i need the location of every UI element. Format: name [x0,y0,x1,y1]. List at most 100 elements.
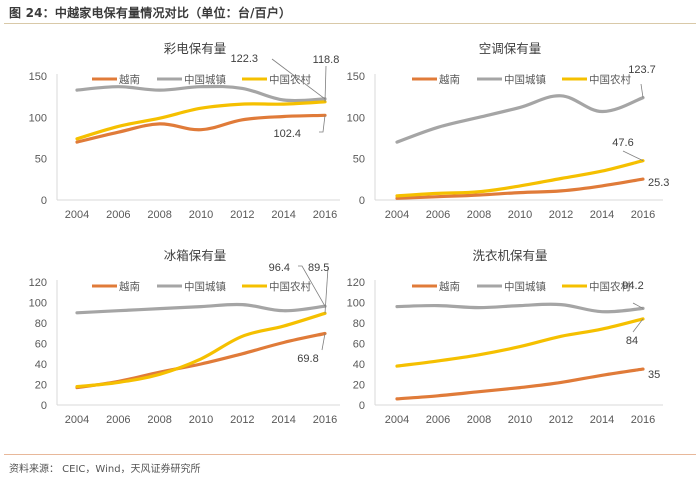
data-label: 122.3 [230,53,258,65]
label-leader-line [622,150,644,162]
legend-item: 中国农村 [562,280,631,293]
y-tick-label: 50 [35,154,47,166]
x-tick-label: 2010 [189,209,213,221]
legend-item: 越南 [92,280,140,293]
x-tick-label: 2016 [631,414,655,426]
series-line-vietnam [395,367,645,401]
y-tick-label: 0 [359,195,365,207]
source-note: 资料来源： CEIC，Wind，天风证券研究所 [9,464,201,475]
data-label: 123.7 [628,64,656,76]
x-tick-label: 2004 [65,414,89,426]
label-leader-line [321,333,326,351]
x-tick-label: 2004 [385,209,409,221]
y-tick-label: 100 [347,298,365,310]
label-leader-line [632,318,644,333]
legend-label: 越南 [119,73,140,86]
legend-item: 中国农村 [242,280,311,293]
y-tick-label: 120 [29,277,47,289]
legend-label: 中国城镇 [504,73,546,86]
x-tick-label: 2008 [147,414,171,426]
chart-panel-2: 空调保有量 0 50 100 150 2004 2006 2008 2010 2012 2014 20… [347,41,670,221]
x-tick-label: 2010 [508,414,532,426]
y-tick-label: 0 [359,400,365,412]
chart-panel-4: 洗衣机保有量 0 20 40 60 80 100 120 2004 2006 2008 2010 201… [347,248,663,426]
y-tick-label: 100 [347,112,365,124]
series-line-vietnam [395,177,645,200]
x-tick-label: 2008 [147,209,171,221]
data-label: 84 [626,335,638,347]
label-leader-line [632,302,644,309]
y-tick-label: 40 [35,359,47,371]
figure-title: 图 24：中越家电保有量情况对比（单位：台/百户） [9,6,292,20]
data-label: 69.8 [297,353,318,365]
series-line-vietnam [75,113,327,144]
data-label: 25.3 [648,177,669,189]
data-label: 47.6 [612,137,633,149]
y-tick-label: 100 [29,112,47,124]
chart-title: 空调保有量 [479,41,542,56]
x-tick-label: 2010 [508,209,532,221]
data-label: 102.4 [273,128,301,140]
x-tick-label: 2004 [385,414,409,426]
chart-title: 彩电保有量 [164,41,227,56]
legend-label: 中国城镇 [504,280,546,293]
x-tick-label: 2006 [106,414,130,426]
y-tick-label: 150 [347,71,365,83]
legend-item: 中国城镇 [157,73,226,86]
data-label: 96.4 [269,262,290,274]
label-leader-line [640,83,644,98]
y-tick-label: 20 [35,380,47,392]
footer-divider [4,454,696,455]
y-tick-label: 50 [353,154,365,166]
label-leader-line [271,58,326,100]
x-tick-label: 2012 [230,414,254,426]
legend-label: 越南 [439,73,460,86]
label-leader-line [324,267,329,314]
data-label: 118.8 [313,54,340,66]
x-tick-label: 2004 [65,209,89,221]
series-line-china_urban [75,302,327,315]
data-label: 94.2 [622,280,643,292]
legend-item: 中国城镇 [477,280,546,293]
y-tick-label: 60 [35,339,47,351]
data-label: 35 [648,369,660,381]
label-leader-line [298,265,326,307]
x-tick-label: 2006 [426,414,450,426]
title-divider [4,23,696,24]
x-tick-label: 2016 [313,414,337,426]
y-tick-label: 60 [353,339,365,351]
chart-title: 冰箱保有量 [164,248,227,263]
x-tick-label: 2012 [230,209,254,221]
x-tick-label: 2008 [467,414,491,426]
x-tick-label: 2012 [549,209,573,221]
x-tick-label: 2014 [271,209,295,221]
y-tick-label: 80 [353,318,365,330]
legend-label: 越南 [439,280,460,293]
x-tick-label: 2014 [590,209,614,221]
series-line-china_rural [395,159,645,198]
legend-label: 中国农村 [589,280,631,293]
y-tick-label: 0 [41,195,47,207]
x-tick-label: 2016 [313,209,337,221]
x-tick-label: 2014 [590,414,614,426]
y-tick-label: 80 [35,318,47,330]
y-tick-label: 20 [353,380,365,392]
x-tick-label: 2010 [189,414,213,426]
legend-item: 越南 [92,73,140,86]
x-tick-label: 2016 [631,209,655,221]
series-line-china_rural [75,311,327,389]
legend-label: 中国城镇 [184,73,226,86]
chart-title: 洗衣机保有量 [472,248,547,263]
y-tick-label: 0 [41,400,47,412]
legend-item: 越南 [412,73,460,86]
legend-label: 中国农村 [269,280,311,293]
legend-label: 中国农村 [589,73,631,86]
legend-item: 中国城镇 [477,73,546,86]
series-line-china_urban [395,302,645,314]
label-leader-line [319,115,326,133]
series-line-china_urban [395,94,645,144]
legend-item: 越南 [412,280,460,293]
y-tick-label: 120 [347,277,365,289]
y-tick-label: 100 [29,298,47,310]
